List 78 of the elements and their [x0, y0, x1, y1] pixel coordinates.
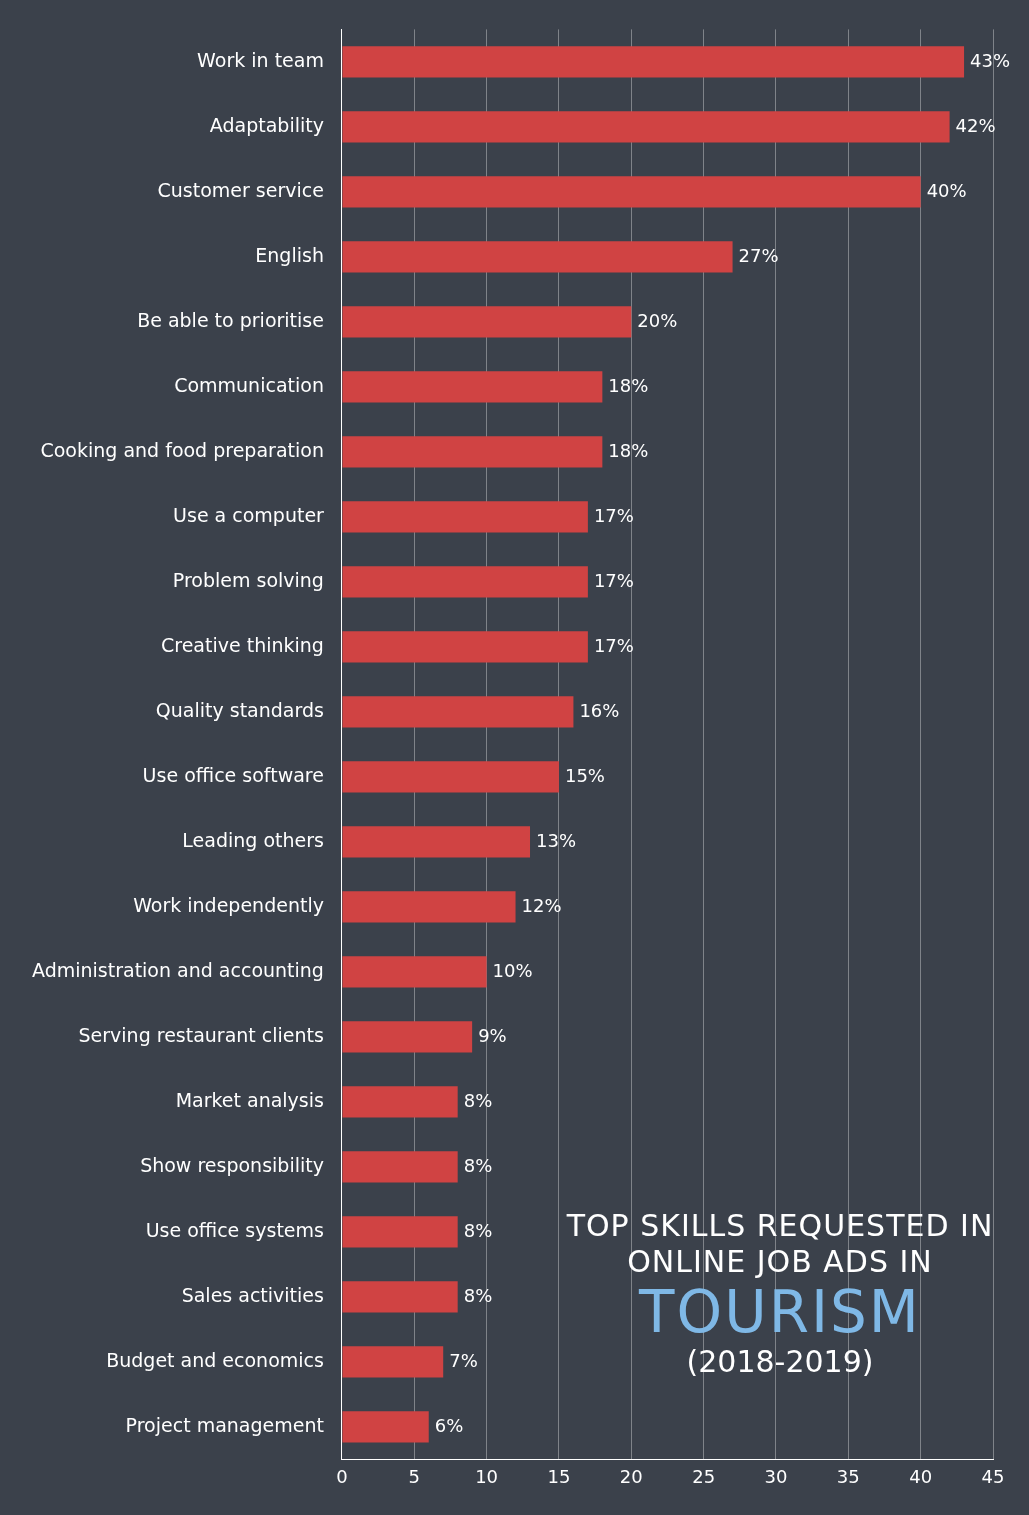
data-label: 42% [955, 114, 996, 136]
y-tick-label: Market analysis [175, 1088, 324, 1111]
bar [342, 1021, 473, 1053]
data-label: 13% [536, 829, 577, 851]
bar [342, 111, 950, 143]
data-label: 17% [593, 569, 634, 591]
y-tick-label: Problem solving [172, 568, 324, 591]
x-tick-label: 45 [981, 1465, 1005, 1487]
y-tick-label: Administration and accounting [31, 958, 324, 981]
x-tick-label: 10 [475, 1465, 499, 1487]
bar [342, 956, 487, 988]
bar [342, 631, 588, 663]
bar [342, 761, 559, 793]
x-tick-label: 35 [836, 1465, 860, 1487]
x-tick-label: 15 [547, 1465, 571, 1487]
data-label: 17% [593, 504, 634, 526]
data-label: 18% [608, 439, 649, 461]
y-tick-label: Use office software [142, 763, 324, 786]
data-label: 27% [738, 244, 779, 266]
data-label: 7% [449, 1349, 478, 1371]
y-tick-label: English [255, 243, 324, 266]
bar [342, 46, 965, 78]
x-tick-label: 40 [909, 1465, 933, 1487]
data-label: 6% [434, 1414, 464, 1436]
bar [342, 891, 516, 923]
bar [342, 1151, 458, 1183]
text: (2018-2019) [685, 1344, 875, 1380]
data-label: 10% [492, 959, 533, 981]
x-tick-label: 0 [336, 1465, 348, 1487]
bar [342, 1086, 458, 1118]
bar [342, 436, 603, 468]
data-label: 16% [579, 699, 620, 721]
data-label: 8% [463, 1219, 493, 1241]
y-tick-label: Project management [125, 1413, 324, 1436]
data-label: 8% [463, 1284, 493, 1306]
bar [342, 1346, 444, 1378]
bar [342, 501, 588, 533]
y-tick-label: Work independently [133, 893, 324, 916]
data-label: 9% [478, 1024, 507, 1046]
data-label: 8% [463, 1154, 493, 1176]
data-label: 40% [926, 179, 967, 201]
y-tick-label: Budget and economics [106, 1348, 324, 1371]
y-tick-label: Leading others [182, 828, 324, 851]
x-tick-label: 5 [408, 1465, 420, 1487]
y-tick-label: Cooking and food preparation [40, 438, 324, 461]
data-label: 8% [463, 1089, 493, 1111]
data-label: 20% [637, 309, 678, 331]
bar [342, 176, 921, 208]
y-tick-label: Show responsibility [140, 1153, 324, 1176]
bar [342, 371, 603, 403]
y-tick-label: Be able to prioritise [137, 308, 324, 331]
data-label: 12% [521, 894, 562, 916]
bar [342, 1411, 429, 1443]
bar [342, 1281, 458, 1313]
y-tick-label: Use office systems [145, 1218, 324, 1241]
data-label: 17% [593, 634, 634, 656]
y-tick-label: Quality standards [155, 698, 324, 721]
y-tick-label: Customer service [157, 178, 324, 201]
y-tick-label: Use a computer [173, 503, 325, 526]
data-label: 15% [564, 764, 605, 786]
bar [342, 566, 588, 598]
y-tick-label: Creative thinking [161, 633, 324, 656]
text: TOP SKILLS REQUESTED IN ONLINE JOB ADS IN TOURISM [565, 1208, 995, 1346]
x-tick-label: 20 [619, 1465, 643, 1487]
bar [342, 696, 574, 728]
y-tick-label: Sales activities [181, 1283, 324, 1306]
x-tick-label: 25 [692, 1465, 716, 1487]
y-tick-label: Serving restaurant clients [78, 1023, 324, 1046]
bar [342, 1216, 458, 1248]
y-tick-label: Work in team [197, 48, 324, 71]
y-tick-label: Communication [174, 373, 324, 396]
data-label: 18% [608, 374, 649, 396]
bar [342, 241, 733, 273]
bar [342, 306, 632, 338]
data-label: 43% [970, 49, 1011, 71]
x-tick-label: 30 [764, 1465, 788, 1487]
bar [342, 826, 531, 858]
y-tick-label: Adaptability [209, 113, 324, 136]
